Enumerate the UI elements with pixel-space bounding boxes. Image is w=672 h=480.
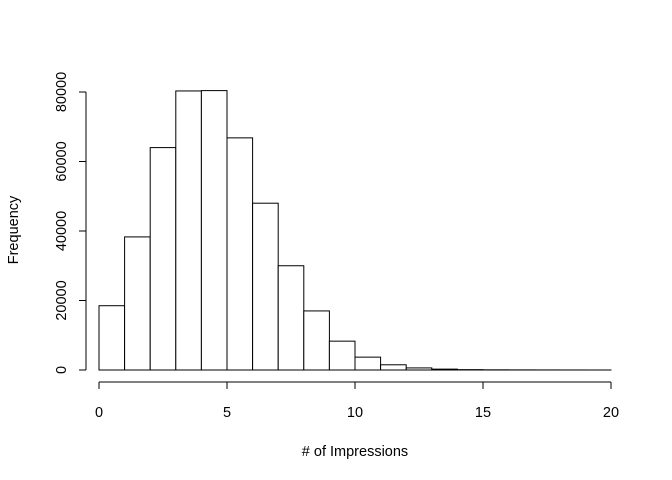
histogram-bar: [328, 340, 356, 371]
x-axis: 0 5 10 15 20: [95, 381, 619, 421]
y-axis: 0 20000 40000 60000 80000: [54, 72, 87, 374]
histogram-bar: [431, 368, 458, 371]
histogram-bar: [277, 265, 305, 371]
y-tick-label: 80000: [54, 72, 70, 112]
histogram-bar: [149, 147, 177, 371]
histogram-bar: [175, 90, 202, 371]
histogram-bar: [354, 356, 382, 371]
y-tick-label: 60000: [54, 141, 70, 181]
histogram-bar: [226, 137, 254, 371]
x-tick-label: 0: [95, 405, 103, 421]
histogram-bar: [98, 305, 126, 371]
y-axis-label: Frequency: [6, 195, 22, 264]
histogram-bar: [252, 202, 279, 371]
histogram-bar: [124, 236, 151, 371]
x-tick-label: 20: [603, 405, 619, 421]
x-tick-label: 5: [223, 405, 231, 421]
x-tick-label: 15: [475, 405, 491, 421]
x-tick-label: 10: [347, 405, 363, 421]
y-tick-label: 0: [54, 366, 70, 374]
histogram-bar: [200, 90, 228, 371]
histogram-bar: [303, 310, 330, 371]
histogram-bar: [405, 367, 433, 371]
bars-group: [98, 90, 612, 371]
y-tick-label: 40000: [54, 211, 70, 251]
histogram-bar: [380, 364, 407, 371]
y-tick-label: 20000: [54, 280, 70, 320]
x-axis-label: # of Impressions: [302, 444, 408, 460]
